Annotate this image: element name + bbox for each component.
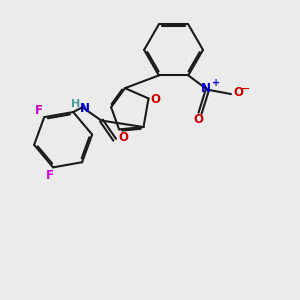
Text: O: O (150, 93, 160, 106)
Text: H: H (71, 99, 80, 109)
Text: N: N (201, 82, 211, 95)
Text: +: + (212, 78, 220, 88)
Text: O: O (233, 86, 243, 99)
Text: F: F (46, 169, 54, 182)
Text: O: O (118, 131, 128, 144)
Text: F: F (34, 104, 43, 117)
Text: O: O (194, 113, 204, 126)
Text: N: N (80, 102, 90, 115)
Text: −: − (241, 84, 250, 94)
